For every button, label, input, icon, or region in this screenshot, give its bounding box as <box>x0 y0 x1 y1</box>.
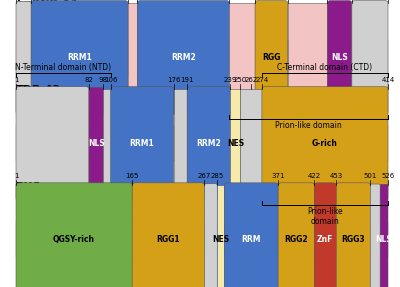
FancyBboxPatch shape <box>31 1 128 114</box>
Text: 239: 239 <box>224 77 237 83</box>
Text: RRM: RRM <box>242 235 261 244</box>
Text: 262: 262 <box>244 77 258 83</box>
FancyBboxPatch shape <box>187 87 230 200</box>
Text: NES: NES <box>212 235 229 244</box>
Text: 176: 176 <box>167 77 180 83</box>
Text: FUS: FUS <box>16 182 40 192</box>
FancyBboxPatch shape <box>89 88 103 199</box>
Text: 1: 1 <box>14 77 18 83</box>
Text: 422: 422 <box>308 173 321 179</box>
FancyBboxPatch shape <box>204 184 217 287</box>
Text: 526: 526 <box>381 173 395 179</box>
Text: G-rich: G-rich <box>312 139 338 148</box>
Text: NLS: NLS <box>88 139 104 148</box>
Text: 250: 250 <box>234 77 247 83</box>
FancyBboxPatch shape <box>288 3 327 112</box>
Text: RGG2: RGG2 <box>284 235 308 244</box>
FancyBboxPatch shape <box>336 183 370 287</box>
Text: 165: 165 <box>126 173 139 179</box>
Text: RGG1: RGG1 <box>156 235 180 244</box>
Text: 285: 285 <box>211 173 224 179</box>
FancyBboxPatch shape <box>217 185 224 287</box>
Text: RRM2: RRM2 <box>171 53 196 62</box>
FancyBboxPatch shape <box>230 3 255 112</box>
FancyBboxPatch shape <box>110 87 174 200</box>
FancyBboxPatch shape <box>132 183 204 287</box>
FancyBboxPatch shape <box>224 183 278 287</box>
Text: RRM1: RRM1 <box>130 139 154 148</box>
Text: RGG: RGG <box>262 53 280 62</box>
FancyBboxPatch shape <box>174 89 187 198</box>
FancyBboxPatch shape <box>327 1 352 114</box>
FancyBboxPatch shape <box>262 87 388 200</box>
Text: C-Terminal domain (CTD): C-Terminal domain (CTD) <box>277 63 372 72</box>
FancyBboxPatch shape <box>314 183 336 287</box>
Text: 453: 453 <box>330 173 343 179</box>
Text: 414: 414 <box>381 77 395 83</box>
FancyBboxPatch shape <box>16 126 388 161</box>
Text: NES: NES <box>227 139 244 148</box>
FancyBboxPatch shape <box>352 1 388 114</box>
FancyBboxPatch shape <box>255 1 288 114</box>
FancyBboxPatch shape <box>103 89 110 198</box>
FancyBboxPatch shape <box>16 183 132 287</box>
Text: 1: 1 <box>14 173 18 179</box>
FancyBboxPatch shape <box>16 40 388 75</box>
FancyBboxPatch shape <box>240 89 262 198</box>
FancyBboxPatch shape <box>16 1 31 114</box>
FancyBboxPatch shape <box>370 184 380 287</box>
Text: N-Terminal domain (NTD): N-Terminal domain (NTD) <box>15 63 111 72</box>
Text: 191: 191 <box>180 77 194 83</box>
Text: NLS: NLS <box>331 53 348 62</box>
Text: 82: 82 <box>84 77 93 83</box>
FancyBboxPatch shape <box>16 87 89 200</box>
FancyBboxPatch shape <box>278 183 314 287</box>
Text: TDP-43: TDP-43 <box>16 85 61 95</box>
Text: ZnF: ZnF <box>317 235 334 244</box>
Text: hnRNP-A1: hnRNP-A1 <box>16 0 78 9</box>
FancyBboxPatch shape <box>128 3 137 112</box>
Text: Prion-like domain: Prion-like domain <box>275 121 342 129</box>
Text: NLS: NLS <box>376 235 392 244</box>
Text: 274: 274 <box>255 77 268 83</box>
Text: QGSY-rich: QGSY-rich <box>53 235 95 244</box>
Text: RGG3: RGG3 <box>342 235 365 244</box>
Text: 501: 501 <box>364 173 377 179</box>
Text: 98: 98 <box>99 77 108 83</box>
Text: RRM2: RRM2 <box>196 139 221 148</box>
Text: 267: 267 <box>198 173 211 179</box>
FancyBboxPatch shape <box>230 89 240 198</box>
FancyBboxPatch shape <box>16 222 388 257</box>
FancyBboxPatch shape <box>137 1 230 114</box>
Text: 371: 371 <box>272 173 285 179</box>
FancyBboxPatch shape <box>380 184 388 287</box>
Text: 106: 106 <box>104 77 117 83</box>
Text: Prion-like
domain: Prion-like domain <box>307 207 343 226</box>
Text: RRM1: RRM1 <box>67 53 92 62</box>
